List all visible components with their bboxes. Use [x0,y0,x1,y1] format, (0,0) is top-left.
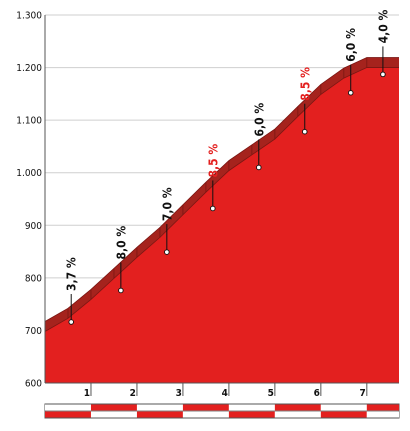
y-tick-label: 900 [25,221,42,232]
stripe-segment-top [320,404,367,411]
axes [44,15,399,384]
band-top-edge [44,57,399,322]
profile-area [44,57,399,383]
stripe-segment-top [45,404,91,411]
gradient-label: 7,0 % [160,187,174,221]
y-tick-label: 1.200 [16,63,42,74]
stripe-segment-top [366,404,399,411]
gradient-marker [118,287,124,294]
stripe-segment-bottom [45,411,91,418]
stripe-segment-bottom [136,411,183,418]
gradient-marker [256,164,262,171]
stripe-segment-top [228,404,275,411]
stripe-segment-top [136,404,183,411]
gradient-label: 4,0 % [376,10,390,44]
elevation-area [45,67,399,383]
gradient-marker [210,205,216,212]
stripe-segment-bottom [320,411,367,418]
gradient-label: 6,0 % [344,28,358,62]
stripe-segment-bottom [228,411,275,418]
y-tick-label: 600 [25,379,42,390]
y-tick-label: 800 [25,273,42,284]
x-axis-ticks: 1 2 3 4 5 6 7 [84,383,368,399]
profile-band [45,57,399,332]
x-tick-label: 7 [360,388,366,399]
gradient-marker [302,128,308,135]
y-tick-label: 1.000 [16,168,42,179]
stripe-segment-bottom [274,411,321,418]
stripe-segment-top [274,404,321,411]
stripe-segment-bottom [366,411,399,418]
y-tick-label: 700 [25,326,42,337]
x-tick-label: 2 [130,388,136,399]
gradient-label: 6,0 % [252,103,266,137]
gradient-labels: 3,7 % 8,0 % 7,0 % 8,5 % 6,0 % 8,5 % 6,0 % 4,0 % [65,10,390,325]
x-tick-label: 1 [84,388,90,399]
gradient-label: 8,0 % [114,226,128,260]
gradient-marker [68,319,74,325]
x-tick-label: 3 [176,388,182,399]
y-tick-label: 1.100 [16,116,42,127]
stripe-segment-top [90,404,137,411]
x-tick-label: 5 [268,388,274,399]
x-tick-label: 6 [314,388,320,399]
km-stripe-bar [44,403,400,419]
y-axis-ticks: 600 700 800 900 1.000 1.100 1.200 1.300 [16,11,42,390]
gradient-label: 8,5 % [298,67,312,101]
gradient-marker [347,90,354,96]
gradient-label: 3,7 % [65,257,79,291]
surface-edge [44,67,399,332]
stripe-segment-bottom [90,411,137,418]
y-tick-label: 1.300 [16,11,42,22]
gradient-label: 8,5 % [206,144,220,178]
gradient-marker [164,249,170,255]
stripe-segment-bottom [182,411,229,418]
x-tick-label: 4 [222,388,228,399]
stripe-segment-top [182,404,229,411]
gradient-marker [380,71,386,78]
